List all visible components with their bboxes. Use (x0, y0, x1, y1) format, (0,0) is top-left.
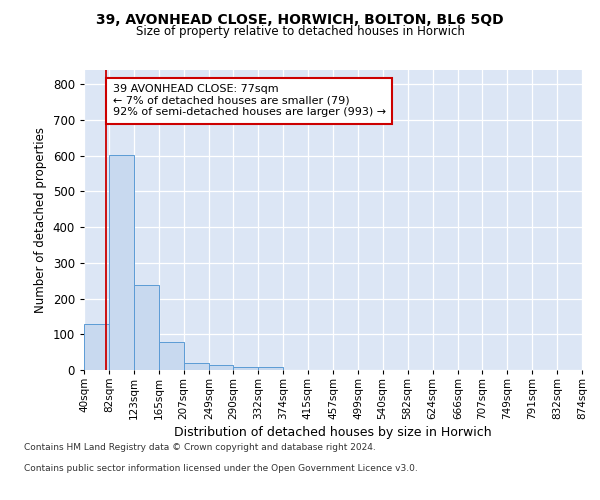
X-axis label: Distribution of detached houses by size in Horwich: Distribution of detached houses by size … (174, 426, 492, 439)
Y-axis label: Number of detached properties: Number of detached properties (34, 127, 47, 313)
Bar (84, 324, 109, 370)
Bar (233, 367, 259, 370)
Bar (259, 367, 283, 370)
Bar (109, 156, 134, 370)
Bar (134, 286, 158, 370)
Text: Size of property relative to detached houses in Horwich: Size of property relative to detached ho… (136, 25, 464, 38)
Text: Contains HM Land Registry data © Crown copyright and database right 2024.: Contains HM Land Registry data © Crown c… (24, 442, 376, 452)
Bar (158, 342, 184, 370)
Bar (184, 362, 209, 370)
Text: 39, AVONHEAD CLOSE, HORWICH, BOLTON, BL6 5QD: 39, AVONHEAD CLOSE, HORWICH, BOLTON, BL6… (96, 12, 504, 26)
Text: 39 AVONHEAD CLOSE: 77sqm
← 7% of detached houses are smaller (79)
92% of semi-de: 39 AVONHEAD CLOSE: 77sqm ← 7% of detache… (113, 84, 386, 117)
Bar (209, 366, 233, 370)
Text: Contains public sector information licensed under the Open Government Licence v3: Contains public sector information licen… (24, 464, 418, 473)
